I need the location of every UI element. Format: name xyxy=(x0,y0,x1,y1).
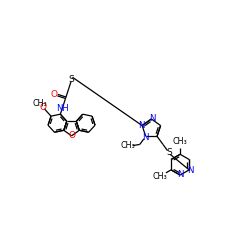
Text: NH: NH xyxy=(56,104,68,114)
Text: N: N xyxy=(177,170,183,179)
Text: O: O xyxy=(40,103,47,112)
Text: CH₃: CH₃ xyxy=(120,141,135,150)
Text: N: N xyxy=(149,114,156,124)
Text: CH₃: CH₃ xyxy=(32,99,47,108)
Text: S: S xyxy=(166,148,172,157)
Text: N: N xyxy=(142,132,149,141)
Text: N: N xyxy=(138,121,145,130)
Text: S: S xyxy=(69,75,74,84)
Text: N: N xyxy=(187,166,193,175)
Text: CH₃: CH₃ xyxy=(173,137,188,146)
Text: CH₃: CH₃ xyxy=(152,172,167,181)
Text: O: O xyxy=(68,132,75,140)
Text: O: O xyxy=(51,90,58,100)
